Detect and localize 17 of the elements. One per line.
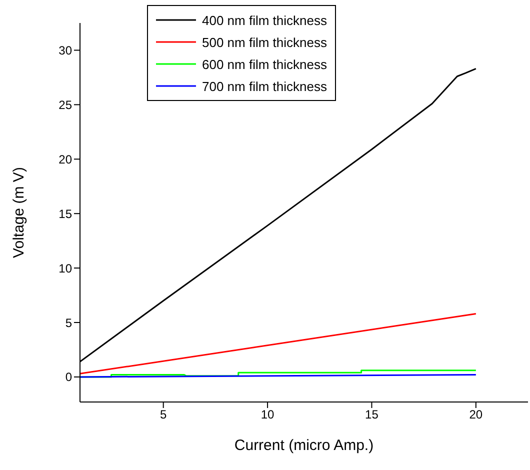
legend-label: 400 nm film thickness	[202, 12, 327, 28]
y-tick-label: 10	[58, 261, 72, 276]
x-axis-title: Current (micro Amp.)	[234, 437, 374, 454]
legend-label: 500 nm film thickness	[202, 34, 327, 50]
x-tick-label: 10	[260, 408, 275, 422]
y-axis-title: Voltage (m V)	[10, 167, 28, 258]
legend-label: 700 nm film thickness	[202, 78, 327, 94]
y-tick-label: 25	[58, 98, 72, 112]
y-tick-label: 30	[58, 43, 72, 58]
x-tick-label: 15	[365, 408, 379, 422]
y-tick-label: 15	[58, 206, 72, 221]
legend-label: 600 nm film thickness	[202, 56, 327, 72]
y-tick-label: 5	[65, 316, 72, 330]
y-tick-label: 0	[65, 370, 72, 384]
x-tick-label: 20	[469, 408, 483, 422]
y-tick-label: 20	[58, 152, 72, 166]
x-tick-label: 5	[160, 408, 168, 422]
